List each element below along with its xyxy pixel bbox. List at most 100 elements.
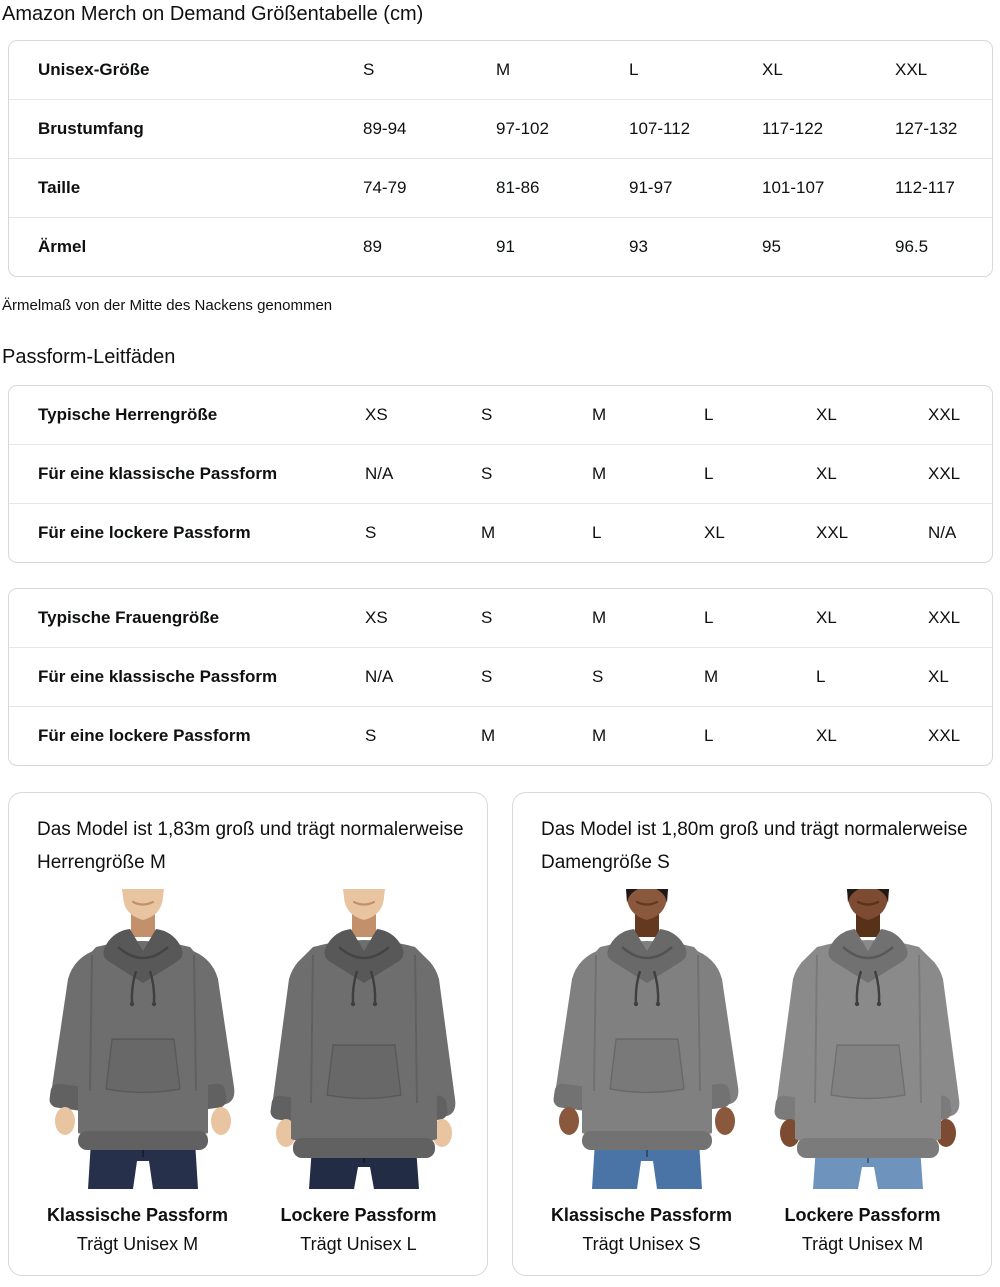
row-label: Typische Frauengröße: [38, 608, 220, 627]
table-row: Für eine klassische Passform N/A S M L X…: [9, 445, 992, 504]
size-caption: Trägt Unisex M: [801, 1234, 924, 1254]
hoodie-model-image: [531, 889, 752, 1189]
size-cell: M: [481, 726, 496, 745]
row-label: Für eine lockere Passform: [38, 726, 251, 745]
hoodie-model-image: [752, 889, 973, 1189]
size-cell: S: [592, 667, 604, 686]
size-cell: 74-79: [363, 178, 407, 197]
row-label: Für eine lockere Passform: [38, 523, 251, 542]
size-cell: M: [592, 405, 607, 424]
size-cell: M: [704, 667, 719, 686]
size-cell: 91-97: [629, 178, 673, 197]
size-cell: S: [481, 667, 493, 686]
size-cell: L: [704, 405, 714, 424]
size-cell: N/A: [365, 464, 394, 483]
hoodie-model-image: [248, 889, 469, 1189]
fit-guides-heading: Passform-Leitfäden: [2, 346, 176, 368]
hoodie-model-image: [27, 889, 248, 1189]
size-cell: S: [481, 608, 493, 627]
row-label: Taille: [38, 178, 81, 197]
size-cell: L: [704, 464, 714, 483]
size-cell: S: [365, 726, 377, 745]
size-cell: L: [629, 60, 639, 79]
size-cell: L: [592, 523, 602, 542]
size-cell: M: [592, 608, 607, 627]
size-cell: M: [496, 60, 511, 79]
mens-fit-table: Typische Herrengröße XS S M L XL XXL Für…: [8, 385, 993, 563]
table-row: Brustumfang 89-94 97-102 107-112 117-122…: [9, 100, 992, 159]
model-figures: Klassische Passform Trägt Unisex S Loc: [531, 889, 973, 1255]
size-cell: XS: [365, 405, 388, 424]
womens-fit-table: Typische Frauengröße XS S M L XL XXL Für…: [8, 588, 993, 766]
size-cell: XXL: [816, 523, 849, 542]
size-cell: S: [481, 464, 493, 483]
size-cell: XS: [365, 608, 388, 627]
size-cell: N/A: [928, 523, 957, 542]
size-cell: XXL: [928, 608, 961, 627]
size-cell: 107-112: [629, 119, 691, 138]
table-row: Unisex-Größe S M L XL XXL: [9, 41, 992, 100]
size-cell: XL: [816, 405, 837, 424]
table-row: Für eine klassische Passform N/A S S M L…: [9, 648, 992, 707]
size-cell: S: [365, 523, 377, 542]
fit-caption: Klassische Passform: [550, 1205, 733, 1225]
size-cell: L: [704, 726, 714, 745]
fit-caption: Lockere Passform: [280, 1205, 437, 1225]
size-cell: M: [592, 464, 607, 483]
size-cell: XL: [816, 464, 837, 483]
model-card-women: Das Model ist 1,80m groß und trägt norma…: [512, 792, 992, 1276]
size-cell: 89-94: [363, 119, 407, 138]
model-cards: Das Model ist 1,83m groß und trägt norma…: [8, 792, 992, 1276]
page-title: Amazon Merch on Demand Größentabelle (cm…: [2, 3, 424, 25]
size-cell: S: [481, 405, 493, 424]
size-cell: M: [592, 726, 607, 745]
fit-caption: Lockere Passform: [784, 1205, 941, 1225]
table-row: Typische Herrengröße XS S M L XL XXL: [9, 386, 992, 445]
size-cell: XL: [928, 667, 949, 686]
size-cell: 81-86: [496, 178, 540, 197]
size-caption: Trägt Unisex M: [76, 1234, 199, 1254]
size-cell: M: [481, 523, 496, 542]
sleeve-measure-note: Ärmelmaß von der Mitte des Nackens genom…: [2, 297, 333, 314]
size-cell: S: [363, 60, 375, 79]
size-cell: XXL: [928, 405, 961, 424]
size-table: Unisex-Größe S M L XL XXL Brustumfang 89…: [8, 40, 993, 277]
size-cell: XXL: [895, 60, 928, 79]
size-cell: 91: [496, 237, 515, 256]
model-figure: Klassische Passform Trägt Unisex S: [531, 889, 752, 1255]
size-cell: 117-122: [762, 119, 824, 138]
size-cell: XXL: [928, 464, 961, 483]
size-cell: 89: [363, 237, 382, 256]
model-figures: Klassische Passform Trägt Unisex M Loc: [27, 889, 469, 1255]
row-label: Brustumfang: [38, 119, 144, 138]
size-cell: L: [816, 667, 826, 686]
row-label: Ärmel: [38, 237, 87, 256]
size-cell: 97-102: [496, 119, 549, 138]
table-row: Taille 74-79 81-86 91-97 101-107 112-117: [9, 159, 992, 218]
size-cell: XL: [704, 523, 725, 542]
size-cell: 93: [629, 237, 648, 256]
size-caption: Trägt Unisex L: [300, 1234, 417, 1254]
model-figure: Lockere Passform Trägt Unisex L: [248, 889, 469, 1255]
model-card-men: Das Model ist 1,83m groß und trägt norma…: [8, 792, 488, 1276]
size-cell: 96.5: [895, 237, 929, 256]
size-cell: XL: [762, 60, 783, 79]
size-cell: XXL: [928, 726, 961, 745]
size-cell: XL: [816, 726, 837, 745]
size-caption: Trägt Unisex S: [582, 1234, 701, 1254]
row-label: Für eine klassische Passform: [38, 667, 278, 686]
model-figure: Lockere Passform Trägt Unisex M: [752, 889, 973, 1255]
table-row: Ärmel 89 91 93 95 96.5: [9, 218, 992, 276]
fit-caption: Klassische Passform: [46, 1205, 229, 1225]
size-cell: 95: [762, 237, 781, 256]
table-row: Für eine lockere Passform S M M L XL XXL: [9, 707, 992, 765]
row-label: Unisex-Größe: [38, 60, 150, 79]
size-cell: N/A: [365, 667, 394, 686]
row-label: Typische Herrengröße: [38, 405, 218, 424]
model-figure: Klassische Passform Trägt Unisex M: [27, 889, 248, 1255]
size-cell: 101-107: [762, 178, 825, 197]
table-row: Für eine lockere Passform S M L XL XXL N…: [9, 504, 992, 562]
size-cell: L: [704, 608, 714, 627]
model-description: Das Model ist 1,83m groß und trägt norma…: [37, 819, 464, 873]
model-description: Das Model ist 1,80m groß und trägt norma…: [541, 819, 968, 873]
